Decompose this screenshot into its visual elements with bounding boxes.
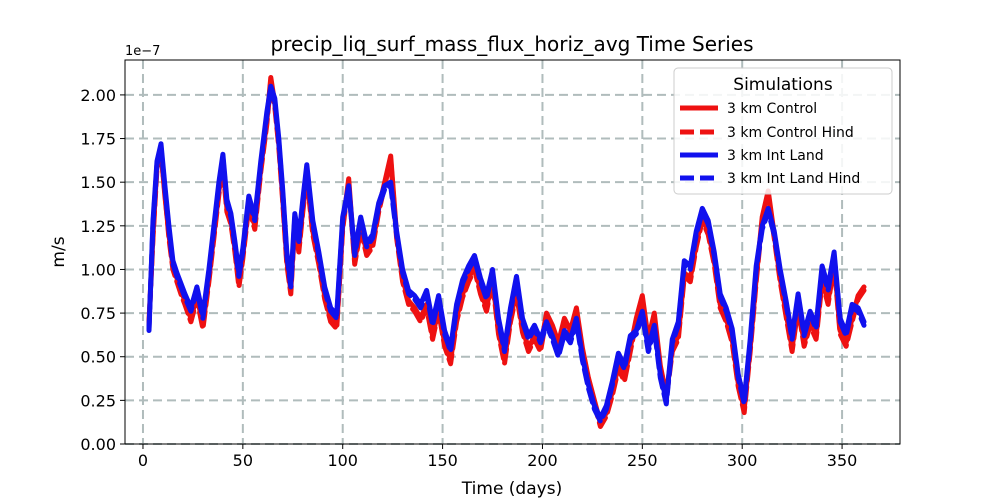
series-lines: [146, 75, 867, 429]
x-tick-label: 300: [727, 451, 758, 470]
x-tick-label: 250: [627, 451, 658, 470]
series-line-3-km-int-land-hind: [146, 87, 867, 424]
plot-frame: [124, 59, 901, 445]
x-tick-label: 50: [233, 451, 253, 470]
legend: Simulations 3 km Control 3 km Control Hi…: [673, 67, 893, 195]
x-tick-label: 100: [327, 451, 358, 470]
legend-box: [673, 67, 893, 195]
y-tick-label: 0.25: [80, 391, 116, 410]
y-tick-label: 2.00: [80, 86, 116, 105]
y-tick-label: 0.75: [80, 304, 116, 323]
y-axis-label: m/s: [49, 236, 69, 267]
y-tick-label: 0.00: [80, 435, 116, 454]
legend-title: Simulations: [733, 75, 833, 95]
legend-label-3km-int-land: 3 km Int Land: [727, 148, 824, 164]
y-axis-ticks: 0.00 0.25 0.50 0.75 1.00 1.25 1.50 1.75 2.00: [80, 86, 125, 454]
x-tick-label: 350: [827, 451, 858, 470]
chart-title: precip_liq_surf_mass_flux_horiz_avg Time…: [270, 32, 753, 56]
legend-label-3km-control: 3 km Control: [727, 101, 817, 117]
legend-label-3km-control-hind: 3 km Control Hind: [727, 125, 854, 141]
y-scale-label: 1e−7: [125, 44, 160, 59]
y-tick-label: 1.00: [80, 260, 116, 279]
legend-label-3km-int-land-hind: 3 km Int Land Hind: [727, 171, 860, 187]
x-tick-label: 200: [527, 451, 558, 470]
x-axis-ticks: 0 50 100 150 200 250 300 350: [138, 444, 857, 470]
y-tick-label: 1.25: [80, 217, 116, 236]
x-tick-label: 150: [427, 451, 458, 470]
y-tick-label: 1.75: [80, 130, 116, 149]
y-tick-label: 0.50: [80, 348, 116, 367]
x-axis-label: Time (days): [461, 479, 562, 499]
y-tick-label: 1.50: [80, 173, 116, 192]
x-tick-label: 0: [138, 451, 148, 470]
